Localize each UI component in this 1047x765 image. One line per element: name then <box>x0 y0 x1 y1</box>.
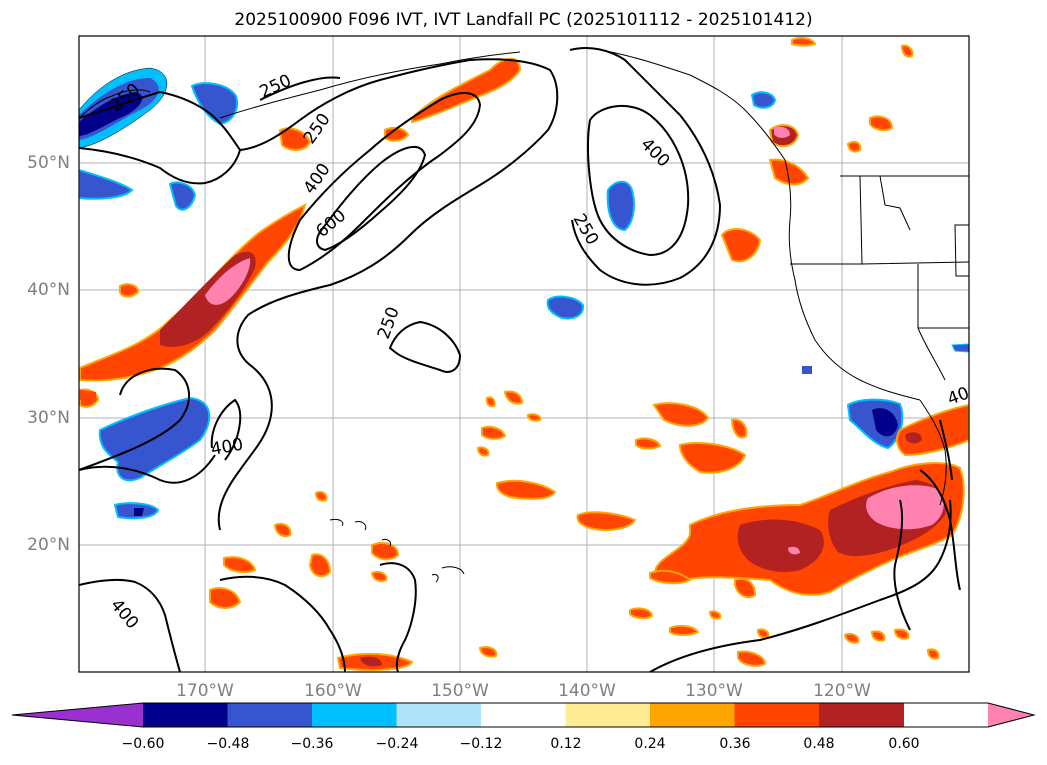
colorbar-extend-min <box>12 703 143 727</box>
lon-label-150w: 150°W <box>431 681 489 701</box>
colorbar-cell <box>481 703 566 727</box>
colorbar-extend-max <box>988 703 1034 727</box>
colorbar-tick-label: 0.24 <box>634 736 666 752</box>
colorbar-cell <box>819 703 904 727</box>
colorbar-tick-label: 0.60 <box>888 736 920 752</box>
lon-label-130w: 130°W <box>685 681 743 701</box>
lat-label-40n: 40°N <box>27 280 70 300</box>
colorbar-cell <box>312 703 397 727</box>
lat-label-30n: 30°N <box>27 408 70 428</box>
lon-label-170w: 170°W <box>176 681 234 701</box>
colorbar-outline <box>11 702 1036 728</box>
colorbar-cell <box>734 703 820 727</box>
colorbar-tick-label: −0.48 <box>206 736 250 752</box>
colorbar-tick-label: 0.12 <box>550 736 582 752</box>
map-panel: 250 250 250 250 400 400 400 400 600 250 … <box>78 35 970 673</box>
lon-label-120w: 120°W <box>813 681 871 701</box>
colorbar-tick-label: −0.12 <box>459 736 503 752</box>
colorbar-cell <box>227 703 313 727</box>
colorbar-cell <box>396 703 482 727</box>
lon-label-140w: 140°W <box>558 681 616 701</box>
lat-label-20n: 20°N <box>27 535 70 555</box>
positive-pc-areas <box>79 36 969 671</box>
colorbar-cell <box>565 703 651 727</box>
colorbar-cell <box>650 703 735 727</box>
colorbar-tick-label: 0.48 <box>803 736 835 752</box>
colorbar-cell <box>143 703 228 727</box>
colorbar-tick-label: −0.60 <box>121 736 165 752</box>
coastlines <box>79 49 969 583</box>
ivt-contours <box>79 47 961 672</box>
lon-label-160w: 160°W <box>304 681 362 701</box>
map-title: 2025100900 F096 IVT, IVT Landfall PC (20… <box>234 10 813 30</box>
colorbar-tick-label: −0.24 <box>375 736 419 752</box>
lat-label-50n: 50°N <box>27 153 70 173</box>
map-frame <box>78 35 970 673</box>
colorbar-tick-label: 0.36 <box>719 736 751 752</box>
colorbar-tick-label: −0.36 <box>290 736 334 752</box>
